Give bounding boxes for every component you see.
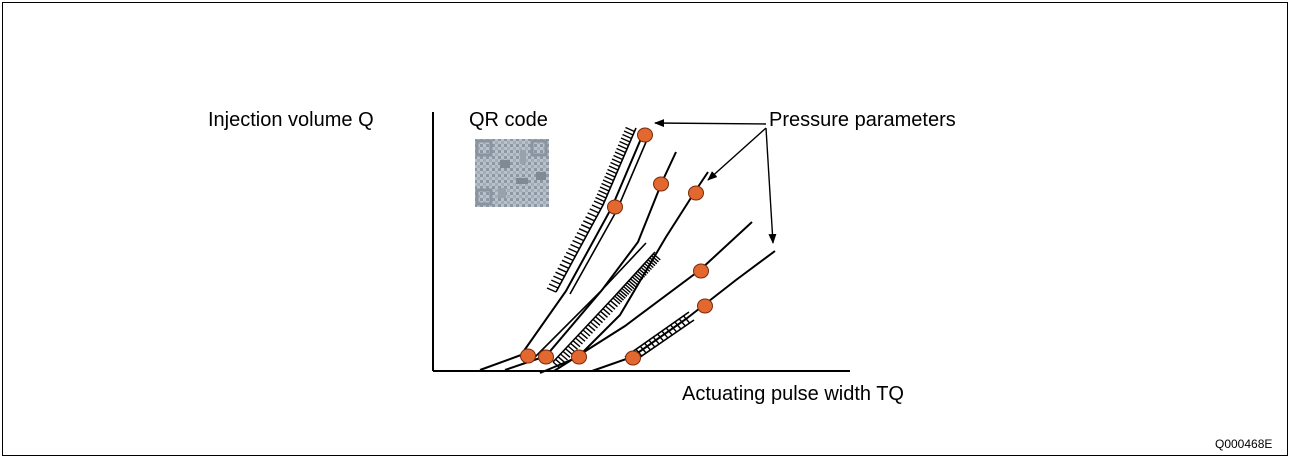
pressure-marker xyxy=(637,127,653,143)
y-axis-label: Injection volume Q xyxy=(208,109,374,131)
pressure-marker xyxy=(693,263,709,279)
pressure-parameters-label: Pressure parameters xyxy=(769,109,956,131)
pressure-curve-5 xyxy=(591,250,776,372)
pressure-markers xyxy=(520,127,713,366)
pressure-marker xyxy=(688,185,704,201)
pressure-arrow-3 xyxy=(765,127,777,244)
qr-code-label: QR code xyxy=(469,109,548,131)
pressure-marker xyxy=(607,199,623,215)
qr-code-icon xyxy=(475,139,549,207)
pressure-arrow-1 xyxy=(654,119,767,128)
pressure-marker xyxy=(571,349,587,365)
pressure-arrow-2 xyxy=(707,127,767,181)
x-axis-label: Actuating pulse width TQ xyxy=(682,383,904,405)
figure-code: Q000468E xyxy=(1215,437,1273,451)
pressure-marker xyxy=(653,176,669,192)
pressure-marker xyxy=(538,349,554,365)
tolerance-band-upper xyxy=(546,126,650,295)
pressure-marker xyxy=(520,348,536,364)
pressure-marker xyxy=(625,350,641,366)
pressure-curve-3 xyxy=(539,171,709,374)
pressure-curve-4 xyxy=(553,221,753,372)
pressure-marker xyxy=(697,298,713,314)
tolerance-band-middle xyxy=(534,242,661,369)
pressure-curve-1 xyxy=(479,133,644,371)
